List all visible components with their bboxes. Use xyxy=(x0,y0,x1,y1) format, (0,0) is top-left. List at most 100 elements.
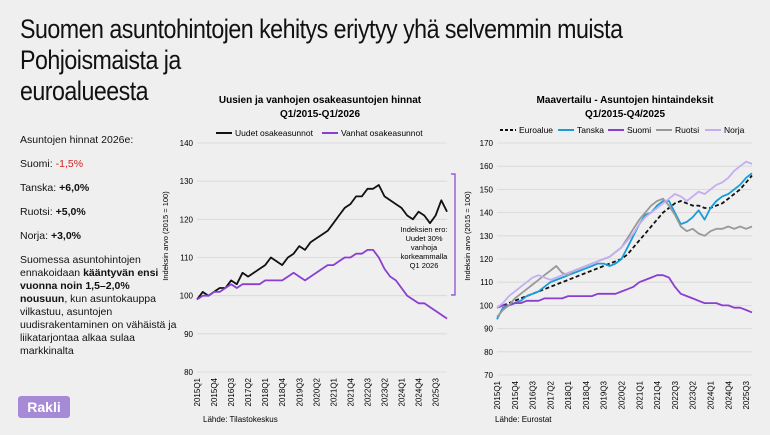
legend-label-old: Vanhat osakeasunnot xyxy=(341,128,423,138)
forecast-value: +5,0% xyxy=(55,206,86,218)
chart2-y-axis-label: Indeksin arvo (2015 = 100) xyxy=(463,191,472,281)
forecast-label: Ruotsi: xyxy=(20,206,53,218)
forecast-value: +6,0% xyxy=(59,182,90,194)
chart2-y-tick-label: 110 xyxy=(480,278,493,287)
chart1-title-line-1: Uusien ja vanhojen osakeasuntojen hinnat xyxy=(219,95,422,106)
page-title-line-2: euroalueesta xyxy=(20,76,149,106)
legend-label-suomi: Suomi xyxy=(627,125,651,135)
chart2-x-tick-label: 2020Q2 xyxy=(618,380,627,409)
chart1-y-tick-label: 80 xyxy=(184,368,193,377)
paragraph-text-1: Suomessa asuntohintojen ennakoidaan xyxy=(20,254,141,279)
chart1-x-tick-label: 2015Q1 xyxy=(193,377,202,406)
chart1-x-tick-label: 2024Q1 xyxy=(398,377,407,406)
page-title-line-1: Suomen asuntohintojen kehitys eriytyy yh… xyxy=(20,14,623,75)
forecast-row-ruotsi: Ruotsi: +5,0% xyxy=(20,206,178,219)
chart2-x-tick-label: 2025Q3 xyxy=(742,380,751,409)
chart1-x-tick-label: 2020Q2 xyxy=(312,377,321,406)
chart1-x-tick-label: 2018Q4 xyxy=(278,377,287,406)
forecast-row-norja: Norja: +3,0% xyxy=(20,230,178,243)
chart1-x-tick-label: 2015Q4 xyxy=(210,377,219,406)
chart2-x-tick-label: 2023Q2 xyxy=(689,380,698,409)
chart1-x-tick-label: 2017Q2 xyxy=(244,377,253,406)
chart2-x-tick-label: 2015Q4 xyxy=(511,380,520,409)
chart2-x-tick-label: 2022Q3 xyxy=(671,380,680,409)
annotation-line-1: Indeksien ero: xyxy=(400,225,447,234)
chart2-x-tick-label: 2015Q1 xyxy=(493,380,502,409)
chart2-title-line-2: Q1/2015-Q4/2025 xyxy=(585,109,665,120)
chart2-y-tick-label: 120 xyxy=(480,255,494,264)
chart2-x-tick-label: 2021Q1 xyxy=(635,380,644,409)
chart2-y-tick-label: 170 xyxy=(480,139,494,148)
chart1-y-tick-label: 130 xyxy=(180,177,194,186)
page-title: Suomen asuntohintojen kehitys eriytyy yh… xyxy=(20,14,639,107)
legend-label-norja: Norja xyxy=(724,125,745,135)
forecast-label: Tanska: xyxy=(20,182,57,194)
chart1-x-tick-label: 2023Q2 xyxy=(381,377,390,406)
chart2-x-tick-label: 2021Q4 xyxy=(653,380,662,409)
chart2-source: Lähde: Eurostat xyxy=(495,415,552,424)
chart1-source: Lähde: Tilastokeskus xyxy=(203,415,278,424)
difference-bracket xyxy=(451,173,456,296)
sidebar-heading: Asuntojen hinnat 2026e: xyxy=(20,134,134,146)
chart1-x-tick-label: 2022Q3 xyxy=(363,377,372,406)
chart1-x-tick-label: 2025Q3 xyxy=(432,377,441,406)
chart1-y-tick-label: 100 xyxy=(180,292,194,301)
forecast-label: Norja: xyxy=(20,230,49,242)
legend-label-ruotsi: Ruotsi xyxy=(675,125,699,135)
chart2-y-tick-label: 80 xyxy=(484,348,493,357)
forecast-row-suomi: Suomi: -1,5% xyxy=(20,158,178,171)
chart2-y-tick-label: 130 xyxy=(480,232,494,241)
chart1-x-tick-label: 2018Q1 xyxy=(261,377,270,406)
chart1-y-tick-label: 90 xyxy=(184,330,193,339)
chart1-y-tick-label: 110 xyxy=(180,254,193,263)
chart2-y-tick-label: 70 xyxy=(484,371,493,380)
chart2-series-ruotsi xyxy=(496,197,753,318)
chart1-series-uudet xyxy=(196,184,448,301)
forecast-label: Suomi: xyxy=(20,158,53,170)
chart2-x-tick-label: 2016Q3 xyxy=(529,380,538,409)
chart1-x-tick-label: 2019Q3 xyxy=(295,377,304,406)
chart1-x-tick-label: 2021Q4 xyxy=(346,377,355,406)
chart2-series-tanska xyxy=(496,172,753,320)
difference-annotation: Indeksien ero: Uudet 30% vanhoja korkeam… xyxy=(400,225,448,270)
chart2-x-tick-label: 2024Q1 xyxy=(706,380,715,409)
chart1-y-axis-label: Indeksin arvo (2015 = 100) xyxy=(161,191,170,281)
chart2-title-line-1: Maavertailu - Asuntojen hintaindeksit xyxy=(537,95,715,106)
annotation-line-4: korkeammalla xyxy=(401,252,449,261)
forecast-paragraph: Suomessa asuntohintojen ennakoidaan kään… xyxy=(20,254,178,358)
chart2-x-tick-label: 2024Q4 xyxy=(724,380,733,409)
chart1-x-tick-label: 2024Q4 xyxy=(415,377,424,406)
chart2-y-tick-label: 100 xyxy=(480,301,494,310)
chart1-title-line-2: Q1/2015-Q1/2026 xyxy=(280,109,360,120)
forecast-value: -1,5% xyxy=(55,158,84,170)
legend-label-new: Uudet osakeasunnot xyxy=(235,128,314,138)
annotation-line-5: Q1 2026 xyxy=(410,261,439,270)
chart2-y-tick-label: 140 xyxy=(480,209,494,218)
forecast-value: +3,0% xyxy=(50,230,82,242)
chart2-x-tick-label: 2018Q1 xyxy=(564,380,573,409)
chart2-x-tick-label: 2018Q4 xyxy=(582,380,591,409)
sidebar-panel: Asuntojen hinnat 2026e: Suomi: -1,5% Tan… xyxy=(20,134,178,358)
chart1-y-tick-label: 120 xyxy=(180,215,194,224)
rakli-logo: Rakli xyxy=(18,396,70,418)
forecast-row-tanska: Tanska: +6,0% xyxy=(20,182,178,195)
chart2-series-norja xyxy=(496,160,753,309)
chart1-x-tick-label: 2021Q1 xyxy=(329,377,338,406)
annotation-line-3: vanhoja xyxy=(411,243,438,252)
chart2-y-tick-label: 160 xyxy=(480,162,494,171)
chart1-series-vanhat xyxy=(196,248,448,320)
paragraph-text-2: , kun asuntokauppa vilkastuu, asuntojen … xyxy=(20,293,177,357)
chart2-x-tick-label: 2017Q2 xyxy=(546,380,555,409)
legend-label-tanska: Tanska xyxy=(577,125,604,135)
chart2-x-tick-label: 2019Q3 xyxy=(600,380,609,409)
chart1-y-tick-label: 140 xyxy=(180,139,194,148)
chart2-series-suomi xyxy=(496,274,753,314)
legend-label-euroalue: Euroalue xyxy=(519,125,553,135)
chart2-y-tick-label: 150 xyxy=(480,185,494,194)
paragraph-bold: kääntyvän ensi vuonna noin 1,5–2,0% nous… xyxy=(20,267,159,305)
chart2-y-tick-label: 90 xyxy=(484,325,493,334)
chart1-x-tick-label: 2016Q3 xyxy=(227,377,236,406)
annotation-line-2: Uudet 30% xyxy=(405,234,442,243)
